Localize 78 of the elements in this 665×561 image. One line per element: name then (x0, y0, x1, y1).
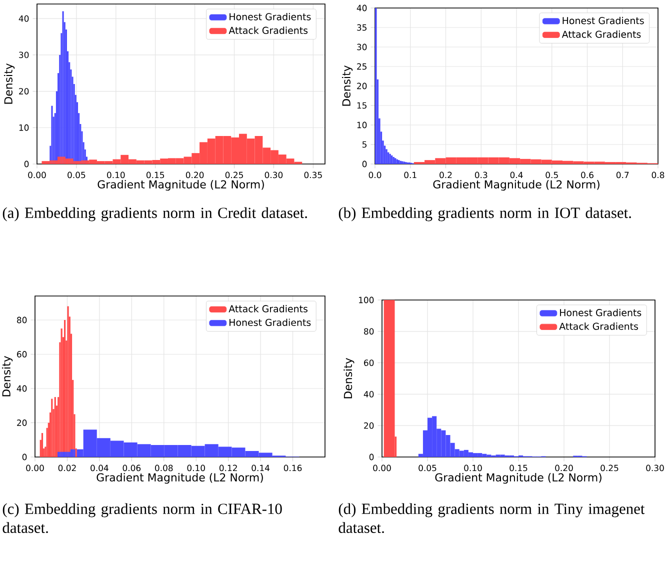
y-tick-label: 0 (369, 454, 374, 460)
x-tick-label: 0.04 (90, 464, 108, 472)
x-tick-label: 0.02 (58, 464, 76, 472)
legend-label: Attack Gradients (228, 305, 308, 312)
x-tick-label: 0.30 (264, 172, 283, 178)
y-tick-label: 20 (364, 422, 374, 429)
y-tick-label: 15 (357, 102, 366, 109)
y-tick-label: 40 (18, 15, 29, 22)
x-tick-label: 0.20 (186, 172, 204, 178)
x-tick-label: 0.06 (122, 464, 141, 472)
legend-label: Honest Gradients (562, 16, 644, 24)
y-tick-label: 30 (19, 52, 29, 58)
x-axis-title: Gradient Magnitude (L2 Norm) (96, 473, 263, 484)
x-tick-label: 0.14 (252, 464, 270, 472)
y-axis-title: Density (4, 63, 15, 104)
x-tick-label: 0.10 (187, 464, 205, 472)
x-tick-label: 0.10 (107, 172, 125, 178)
y-axis-title: Density (2, 356, 13, 396)
y-tick-label: 80 (364, 328, 374, 335)
x-axis-title: Gradient Magnitude (L2 Norm) (98, 180, 264, 191)
text: (c) Embedding gradients norm in CIFAR-10 dataset. (2, 503, 282, 534)
y-tick-label: 30 (357, 44, 367, 50)
x-tick-label: 0.3 (474, 172, 488, 178)
x-tick-label: 0.08 (155, 464, 173, 472)
y-axis-title: Density (342, 65, 353, 106)
x-tick-label: 0.7 (616, 172, 629, 178)
x-tick-label: 0.10 (464, 464, 482, 472)
x-tick-label: 0.25 (600, 464, 618, 472)
x-tick-label: 0.2 (440, 172, 452, 178)
y-tick-label: 40 (16, 385, 27, 392)
legend-label: Honest Gradients (230, 12, 311, 20)
x-tick-label: 0.35 (304, 172, 322, 178)
x-tick-label: 0.30 (646, 464, 664, 472)
y-tick-label: 60 (17, 351, 27, 358)
x-tick-label: 0.4 (510, 172, 523, 178)
y-tick-label: 35 (357, 24, 366, 31)
y-tick-label: 10 (19, 124, 29, 131)
y-tick-label: 25 (357, 63, 366, 70)
y-tick-label: 5 (362, 141, 366, 148)
x-tick-label: 0.25 (225, 172, 243, 178)
y-axis-title: Density (344, 358, 354, 398)
x-tick-label: 0.05 (418, 464, 436, 472)
y-tick-label: 40 (364, 391, 374, 398)
y-tick-label: 0 (22, 454, 27, 460)
legend-label: Attack Gradients (228, 26, 308, 34)
legend-label: Honest Gradients (560, 308, 642, 316)
y-tick-label: 0 (24, 160, 29, 168)
x-axis-title: Gradient Magnitude (L2 Norm) (435, 473, 602, 484)
x-axis-title: Gradient Magnitude (L2 Norm) (433, 180, 600, 191)
x-tick-label: 0.16 (284, 464, 302, 472)
x-tick-label: 0.00 (28, 172, 46, 178)
x-tick-label: 0.12 (219, 464, 237, 472)
x-tick-label: 0.15 (510, 464, 528, 472)
y-tick-label: 0 (362, 160, 367, 168)
y-tick-label: 60 (364, 360, 374, 366)
y-tick-label: 20 (357, 82, 367, 90)
legend-label: Attack Gradients (562, 30, 641, 38)
y-tick-label: 80 (17, 316, 27, 324)
y-tick-label: 100 (359, 296, 374, 304)
y-tick-label: 40 (356, 4, 367, 12)
x-tick-label: 0.5 (546, 172, 558, 178)
x-tick-label: 0.20 (555, 464, 573, 472)
text: (d) Embedding gradients norm in Tiny imagenet dataset. (338, 503, 645, 534)
x-tick-label: 0.8 (652, 172, 664, 178)
x-tick-label: 0.0 (368, 172, 382, 178)
text: (a) Embedding gradients norm in Credit dataset. (2, 207, 307, 222)
text: (b) Embedding gradients norm in IOT dataset. (338, 207, 631, 222)
x-tick-label: 0.05 (68, 172, 86, 178)
x-tick-label: 0.15 (146, 172, 164, 178)
y-tick-label: 20 (19, 88, 29, 94)
x-tick-label: 0.1 (404, 172, 416, 178)
legend-label: Attack Gradients (559, 322, 638, 330)
legend-label: Honest Gradients (230, 318, 311, 326)
x-tick-label: 0.00 (26, 464, 44, 472)
y-tick-label: 20 (17, 420, 27, 426)
x-tick-label: 0.6 (581, 172, 594, 178)
x-tick-label: 0.00 (373, 464, 391, 472)
y-tick-label: 10 (357, 122, 367, 128)
